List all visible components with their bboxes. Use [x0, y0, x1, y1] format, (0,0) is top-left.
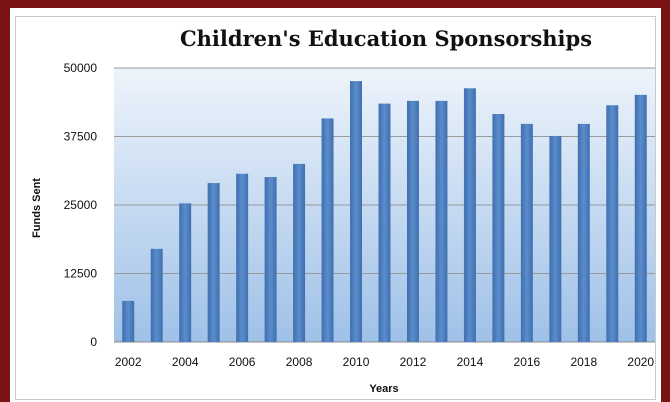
- bar-2003: [150, 248, 163, 342]
- bar-2005: [207, 183, 220, 342]
- bars: [122, 81, 647, 343]
- x-tick-label: 2020: [627, 355, 654, 369]
- x-tick-label: 2012: [400, 355, 427, 369]
- bar-2006: [236, 173, 249, 342]
- bar-2004: [179, 203, 192, 342]
- bar-2012: [406, 100, 419, 342]
- bar-2020: [634, 94, 647, 343]
- x-tick-label: 2014: [457, 355, 484, 369]
- bar-2015: [492, 114, 505, 342]
- x-tick-label: 2006: [229, 355, 256, 369]
- bar-2013: [435, 100, 448, 342]
- bar-2018: [577, 123, 590, 342]
- chart-title: Children's Education Sponsorships: [180, 26, 592, 51]
- x-tick-label: 2004: [172, 355, 199, 369]
- x-axis-label: Years: [369, 383, 398, 395]
- bar-2014: [463, 88, 476, 342]
- bar-2008: [293, 163, 306, 342]
- y-tick-label: 37500: [64, 130, 98, 144]
- bar-2007: [264, 177, 277, 342]
- y-axis-label: Funds Sent: [31, 178, 43, 238]
- bar-2011: [378, 103, 391, 343]
- x-tick-label: 2008: [286, 355, 313, 369]
- y-tick-label: 12500: [64, 267, 98, 281]
- y-tick-labels: 0 12500 25000 37500 50000: [64, 61, 98, 349]
- y-tick-label: 25000: [64, 198, 98, 212]
- y-tick-label: 50000: [64, 61, 98, 75]
- x-tick-label: 2010: [343, 355, 370, 369]
- y-tick-label: 0: [90, 335, 97, 349]
- x-tick-label: 2016: [514, 355, 541, 369]
- bar-2009: [321, 118, 334, 342]
- bar-2016: [520, 123, 533, 342]
- x-tick-label: 2002: [115, 355, 142, 369]
- x-tick-labels: 2002 2004 2006 2008 2010 2012 2014 2016 2018 2020: [115, 355, 655, 369]
- bar-2010: [350, 81, 363, 342]
- bar-2019: [606, 105, 619, 342]
- x-tick-label: 2018: [570, 355, 597, 369]
- bar-2002: [122, 300, 135, 342]
- bar-2017: [549, 135, 562, 342]
